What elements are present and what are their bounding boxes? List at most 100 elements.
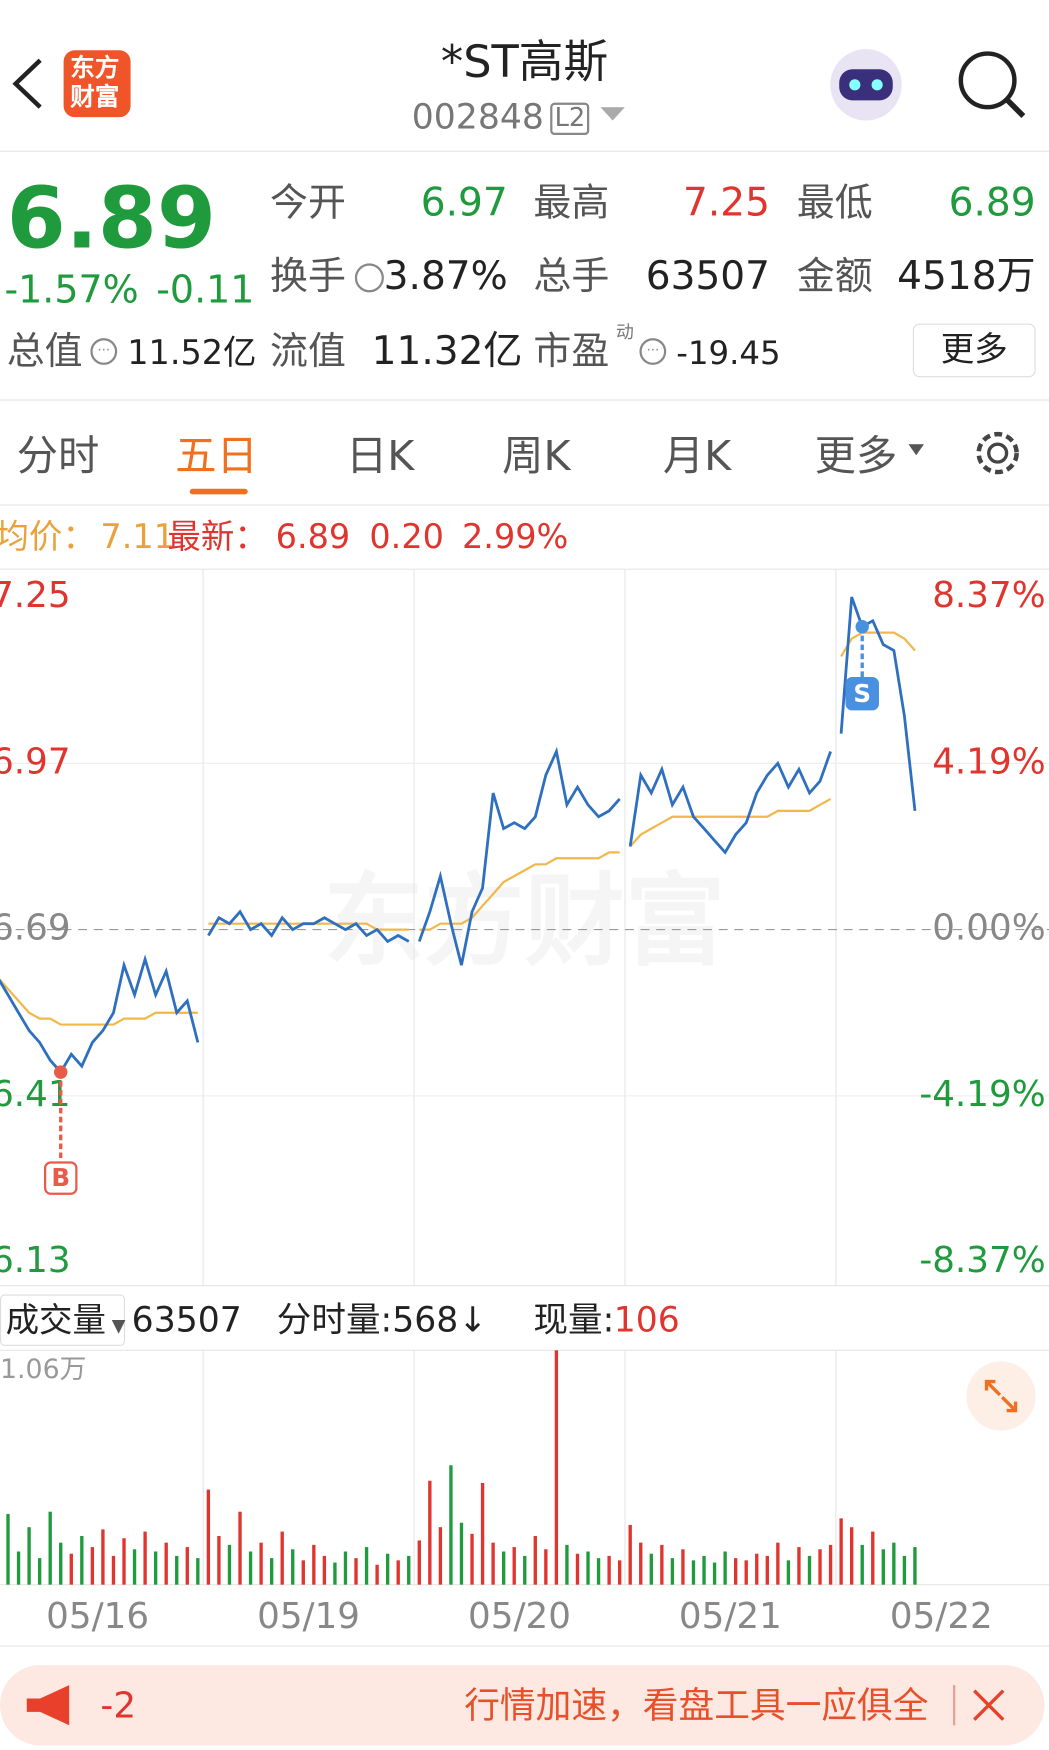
- banner-tag: -2: [100, 1683, 137, 1727]
- volume-bar: [533, 1536, 537, 1585]
- volume-bar: [596, 1558, 601, 1585]
- volume-bar: [364, 1547, 369, 1585]
- stat-value: 6.89: [948, 180, 1036, 226]
- volume-bar: [691, 1560, 696, 1585]
- avg-line: [629, 797, 832, 848]
- volume-bar: [681, 1549, 685, 1585]
- y-tick-label-pct: -4.19%: [919, 1074, 1045, 1115]
- volume-bar: [407, 1555, 411, 1585]
- volume-bar: [259, 1542, 263, 1585]
- search-button[interactable]: [954, 47, 1028, 121]
- trade-label: B: [51, 1163, 70, 1192]
- back-button[interactable]: [9, 56, 47, 112]
- change: -0.11: [156, 267, 255, 313]
- tab[interactable]: 日K: [345, 431, 415, 480]
- assistant-icon[interactable]: [824, 45, 909, 125]
- avg-label: 均价：: [0, 517, 96, 557]
- tab[interactable]: 周K: [502, 431, 571, 480]
- app-logo: 东方 财富: [63, 50, 131, 118]
- volume-bar: [153, 1551, 158, 1585]
- x-date-label: 05/22: [890, 1596, 993, 1637]
- stat-label: 总值: [6, 329, 83, 374]
- volume-max-label: 1.06万: [0, 1354, 86, 1385]
- volume-bar: [333, 1562, 337, 1585]
- last-price: 6.89: [275, 517, 351, 557]
- volume-bar: [544, 1549, 548, 1585]
- volume-bar: [797, 1547, 801, 1585]
- volume-bar: [206, 1489, 211, 1585]
- volume-bar: [69, 1553, 73, 1585]
- volume-bar: [501, 1551, 506, 1585]
- volume-bar: [449, 1465, 453, 1585]
- volume-bar: [37, 1558, 42, 1585]
- volume-bar: [280, 1531, 284, 1585]
- divider: [0, 150, 1049, 152]
- banner-text: 行情加速，看盘工具一应俱全: [464, 1683, 929, 1727]
- volume-bar: [776, 1542, 780, 1585]
- tab-active[interactable]: 五日: [175, 431, 258, 480]
- now-volume: 106: [613, 1300, 680, 1341]
- tab[interactable]: 更多: [814, 431, 898, 480]
- volume-bar: [438, 1527, 443, 1585]
- volume-selector[interactable]: 成交量 ▼: [0, 1294, 125, 1346]
- y-tick-label: 6.69: [0, 908, 71, 949]
- dropdown-arrow[interactable]: [600, 107, 625, 123]
- x-date-label: 05/20: [468, 1596, 571, 1637]
- volume-bar: [101, 1529, 105, 1585]
- banner-separator: [953, 1685, 956, 1726]
- volume-bar: [48, 1511, 52, 1585]
- avg-line: [419, 851, 620, 931]
- stat-value: 11.32亿: [371, 329, 523, 374]
- y-tick-label: 7.25: [0, 575, 71, 616]
- volume-bar: [417, 1540, 421, 1585]
- y-tick-label-pct: 8.37%: [932, 575, 1045, 616]
- volume-bar: [248, 1551, 253, 1585]
- y-tick-label-pct: -8.37%: [919, 1240, 1045, 1281]
- dropdown-arrow: [908, 444, 925, 456]
- change-pct: -1.57%: [4, 267, 139, 313]
- expand-button[interactable]: [966, 1361, 1036, 1431]
- volume-bar: [80, 1536, 84, 1585]
- volume-bar: [818, 1549, 822, 1585]
- volume-bar: [59, 1542, 63, 1585]
- volume-bar: [90, 1547, 95, 1585]
- stat-label: 最高: [533, 180, 610, 226]
- promo-banner[interactable]: -2 行情加速，看盘工具一应俱全: [0, 1665, 1045, 1746]
- volume-bar: [649, 1553, 653, 1585]
- volume-bar: [523, 1555, 527, 1585]
- divider: [0, 504, 1049, 506]
- info-icon: [354, 263, 384, 293]
- y-tick-label: 6.97: [0, 741, 71, 782]
- last-label: 最新：: [167, 517, 268, 557]
- volume-bar: [744, 1560, 748, 1585]
- volume-bar: [902, 1555, 907, 1585]
- svg-text:···: ···: [646, 343, 659, 358]
- volume-bar: [175, 1555, 179, 1585]
- volume-bar: [6, 1513, 10, 1585]
- stat-label: 市盈: [533, 329, 610, 374]
- trade-dot: [54, 1065, 68, 1079]
- volume-bar: [491, 1542, 495, 1585]
- volume-bar: [16, 1551, 21, 1585]
- volume-bar: [586, 1551, 590, 1585]
- more-button[interactable]: 更多: [912, 323, 1036, 378]
- volume-bar: [343, 1551, 348, 1585]
- volume-bar: [480, 1482, 485, 1585]
- avg-line: [0, 978, 198, 1026]
- stat-label: 流值: [270, 329, 346, 374]
- settings-button[interactable]: [971, 426, 1025, 480]
- volume-bar: [733, 1558, 738, 1585]
- expand-icon: [984, 1379, 1018, 1413]
- volume-bar: [291, 1549, 295, 1585]
- logo-text: 东方: [70, 54, 120, 83]
- volume-bar: [670, 1558, 675, 1585]
- close-button[interactable]: [971, 1687, 1007, 1723]
- tab[interactable]: 分时: [16, 431, 100, 480]
- volume-bar: [143, 1531, 147, 1585]
- tab[interactable]: 月K: [662, 431, 732, 480]
- last-price: 6.89: [6, 168, 216, 268]
- svg-text:···: ···: [97, 343, 110, 358]
- avg-line: [840, 631, 916, 657]
